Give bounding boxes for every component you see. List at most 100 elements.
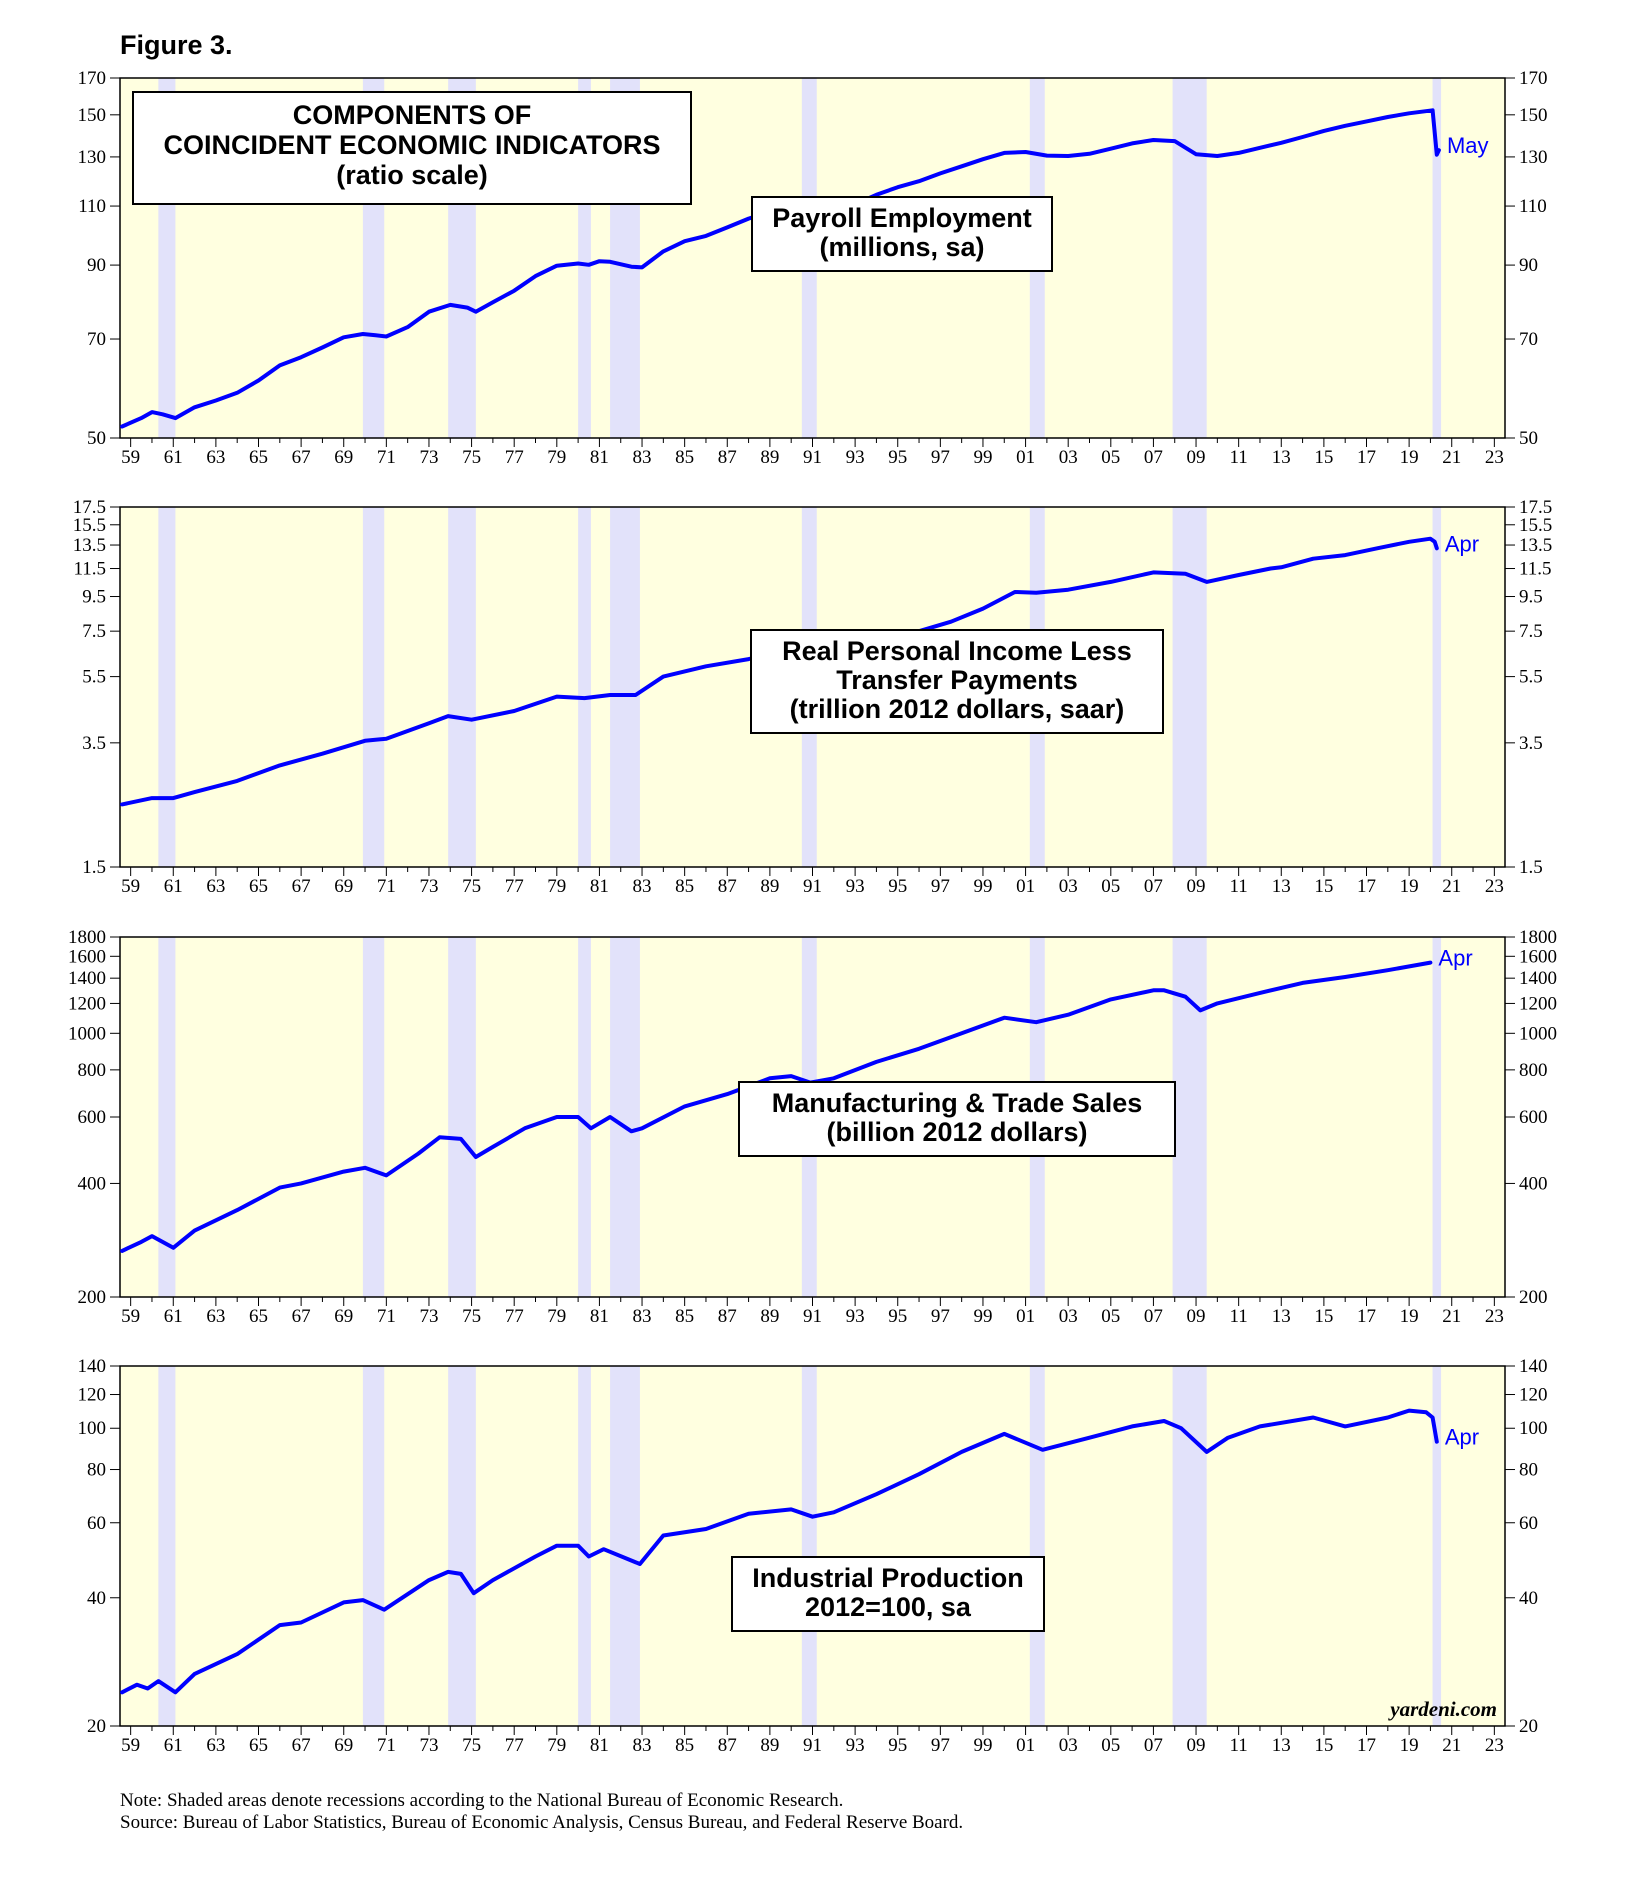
y-tick-label-left: 15.5	[73, 515, 106, 536]
y-tick-label-right: 20	[1519, 1716, 1538, 1737]
x-tick-label: 63	[206, 1735, 225, 1756]
y-tick-label-right: 15.5	[1519, 515, 1552, 536]
x-tick-label: 89	[760, 1735, 779, 1756]
y-tick-label-right: 170	[1519, 70, 1548, 89]
x-tick-label: 11	[1230, 1735, 1248, 1756]
x-tick-label: 95	[888, 1735, 907, 1756]
series-label-line: Industrial Production	[752, 1563, 1024, 1593]
y-tick-label-right: 13.5	[1519, 535, 1552, 556]
y-tick-label-left: 20	[87, 1716, 106, 1737]
x-tick-label: 67	[292, 1735, 311, 1756]
x-tick-label: 13	[1272, 876, 1291, 897]
x-tick-label: 97	[931, 447, 950, 468]
y-tick-label-right: 70	[1519, 329, 1538, 350]
x-tick-label: 83	[633, 447, 652, 468]
recession-band	[578, 937, 591, 1297]
y-tick-label-right: 50	[1519, 428, 1538, 449]
x-tick-label: 97	[931, 876, 950, 897]
x-tick-label: 97	[931, 1306, 950, 1327]
recession-band	[1172, 1366, 1207, 1726]
y-tick-label-left: 90	[87, 255, 106, 276]
x-tick-label: 91	[803, 1306, 822, 1327]
x-tick-label: 09	[1187, 876, 1206, 897]
x-tick-label: 13	[1272, 1306, 1291, 1327]
x-tick-label: 23	[1485, 1306, 1504, 1327]
x-tick-label: 77	[505, 876, 524, 897]
y-tick-label-right: 17.5	[1519, 499, 1552, 518]
x-tick-label: 03	[1059, 1735, 1078, 1756]
y-tick-label-left: 3.5	[82, 733, 106, 754]
series-end-label: May	[1447, 133, 1489, 158]
source-note: Source: Bureau of Labor Statistics, Bure…	[120, 1812, 964, 1833]
series-label-line: Payroll Employment	[772, 203, 1032, 233]
x-tick-label: 81	[590, 1735, 609, 1756]
y-tick-label-right: 600	[1519, 1107, 1548, 1128]
y-tick-label-right: 60	[1519, 1513, 1538, 1534]
recession-band	[448, 507, 476, 867]
x-tick-label: 05	[1101, 1735, 1120, 1756]
x-tick-label: 73	[419, 447, 438, 468]
x-tick-label: 69	[334, 876, 353, 897]
chart-svg: 59 61 63 65 67 69 71 73 75 77 79 81 83 85 87 89 91 93 95 97…	[78, 70, 1548, 468]
chart-svg: 59 61 63 65 67 69 71 73 75 77 79 81 83 85 87 89 91 93 95 97…	[78, 1358, 1548, 1756]
x-tick-label: 23	[1485, 1735, 1504, 1756]
x-tick-label: 89	[760, 876, 779, 897]
x-tick-label: 03	[1059, 876, 1078, 897]
x-tick-label: 75	[462, 1735, 481, 1756]
x-tick-label: 65	[249, 1735, 268, 1756]
x-tick-label: 07	[1144, 1735, 1163, 1756]
series-end-label: Apr	[1445, 531, 1479, 556]
y-tick-label-right: 1800	[1519, 929, 1557, 948]
x-tick-label: 01	[1016, 1735, 1035, 1756]
x-tick-label: 93	[846, 447, 865, 468]
recession-band	[610, 1366, 640, 1726]
x-tick-label: 93	[846, 1306, 865, 1327]
y-tick-label-left: 1.5	[82, 857, 106, 878]
y-tick-label-left: 80	[87, 1460, 106, 1481]
x-tick-label: 83	[633, 1306, 652, 1327]
recession-band	[578, 1366, 591, 1726]
x-tick-label: 69	[334, 447, 353, 468]
y-tick-label-left: 110	[78, 196, 106, 217]
y-tick-label-right: 1.5	[1519, 857, 1543, 878]
x-tick-label: 85	[675, 876, 694, 897]
chart-title-line: (ratio scale)	[336, 160, 488, 190]
x-tick-label: 79	[547, 1306, 566, 1327]
y-tick-label-left: 100	[78, 1418, 107, 1439]
y-tick-label-right: 100	[1519, 1418, 1548, 1439]
x-tick-label: 59	[121, 1306, 140, 1327]
x-tick-label: 09	[1187, 447, 1206, 468]
x-tick-label: 65	[249, 1306, 268, 1327]
series-line	[120, 960, 1433, 1253]
x-tick-label: 17	[1357, 1735, 1376, 1756]
x-tick-label: 99	[973, 1735, 992, 1756]
x-tick-label: 99	[973, 876, 992, 897]
chart-panel-payroll-employment: 59 61 63 65 67 69 71 73 75 77 79 81 83 85 87 89 91 93 95 97…	[0, 70, 1625, 470]
y-tick-label-right: 150	[1519, 105, 1548, 126]
x-tick-label: 97	[931, 1735, 950, 1756]
chart-panel-real-personal-income: 59 61 63 65 67 69 71 73 75 77 79 81 83 85 87 89 91 93 95 97…	[0, 499, 1625, 899]
x-tick-label: 63	[206, 447, 225, 468]
x-tick-label: 03	[1059, 1306, 1078, 1327]
chart-svg: 59 61 63 65 67 69 71 73 75 77 79 81 83 85 87 89 91 93 95 97…	[73, 499, 1553, 897]
x-tick-label: 83	[633, 876, 652, 897]
y-tick-label-right: 11.5	[1519, 559, 1552, 580]
y-tick-label-left: 140	[78, 1358, 107, 1377]
y-tick-label-left: 17.5	[73, 499, 106, 518]
footnote-block: Note: Shaded areas denote recessions acc…	[120, 1790, 963, 1834]
y-tick-label-left: 50	[87, 428, 106, 449]
x-tick-label: 93	[846, 876, 865, 897]
y-tick-label-right: 140	[1519, 1358, 1548, 1377]
x-tick-label: 13	[1272, 447, 1291, 468]
x-tick-label: 71	[377, 447, 396, 468]
x-tick-label: 21	[1442, 876, 1461, 897]
y-tick-label-right: 1000	[1519, 1023, 1557, 1044]
x-tick-label: 95	[888, 1306, 907, 1327]
x-tick-label: 91	[803, 447, 822, 468]
y-tick-label-right: 200	[1519, 1287, 1548, 1308]
x-tick-label: 15	[1314, 1735, 1333, 1756]
x-tick-label: 85	[675, 1735, 694, 1756]
x-tick-label: 75	[462, 1306, 481, 1327]
